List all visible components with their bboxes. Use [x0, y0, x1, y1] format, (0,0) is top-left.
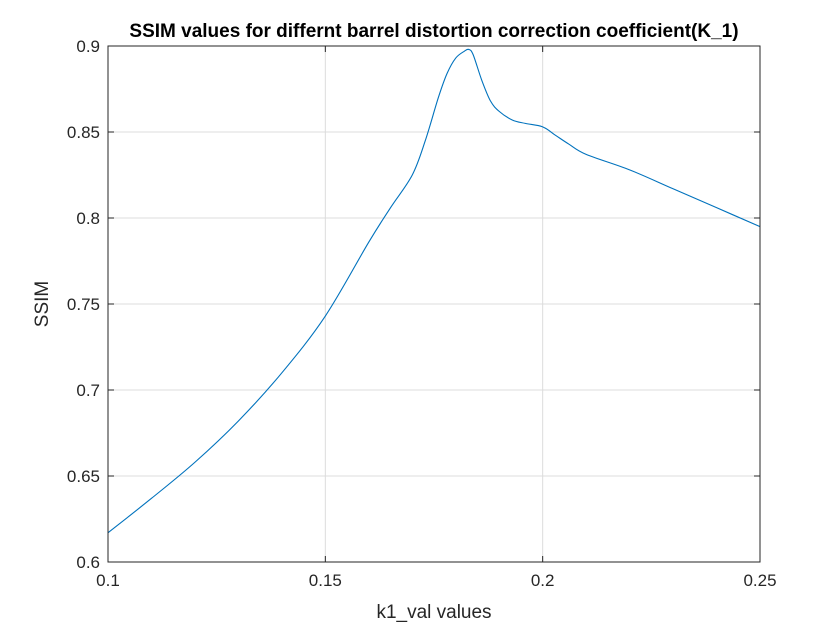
y-tick-label: 0.7: [76, 381, 100, 400]
series-group: [107, 48, 761, 534]
y-tick-label: 0.65: [67, 467, 100, 486]
ssim-series-line: [107, 48, 761, 534]
chart-title: SSIM values for differnt barrel distorti…: [129, 21, 738, 42]
x-tick-label: 0.2: [531, 571, 555, 590]
x-axis-label: k1_val values: [376, 602, 491, 623]
y-axis-label: SSIM: [32, 281, 53, 327]
x-tick-label: 0.15: [309, 571, 342, 590]
y-tick-label: 0.8: [76, 209, 100, 228]
x-tick-label: 0.1: [96, 571, 120, 590]
y-tick-label: 0.75: [67, 295, 100, 314]
x-tick-label: 0.25: [743, 571, 776, 590]
y-tick-label: 0.9: [76, 37, 100, 56]
axis-ticks: 0.1 0.15 0.2 0.25 0.6 0.65 0.7 0.75 0.8 0.85 0.9: [67, 37, 777, 590]
y-tick-label: 0.85: [67, 123, 100, 142]
y-tick-label: 0.6: [76, 553, 100, 572]
